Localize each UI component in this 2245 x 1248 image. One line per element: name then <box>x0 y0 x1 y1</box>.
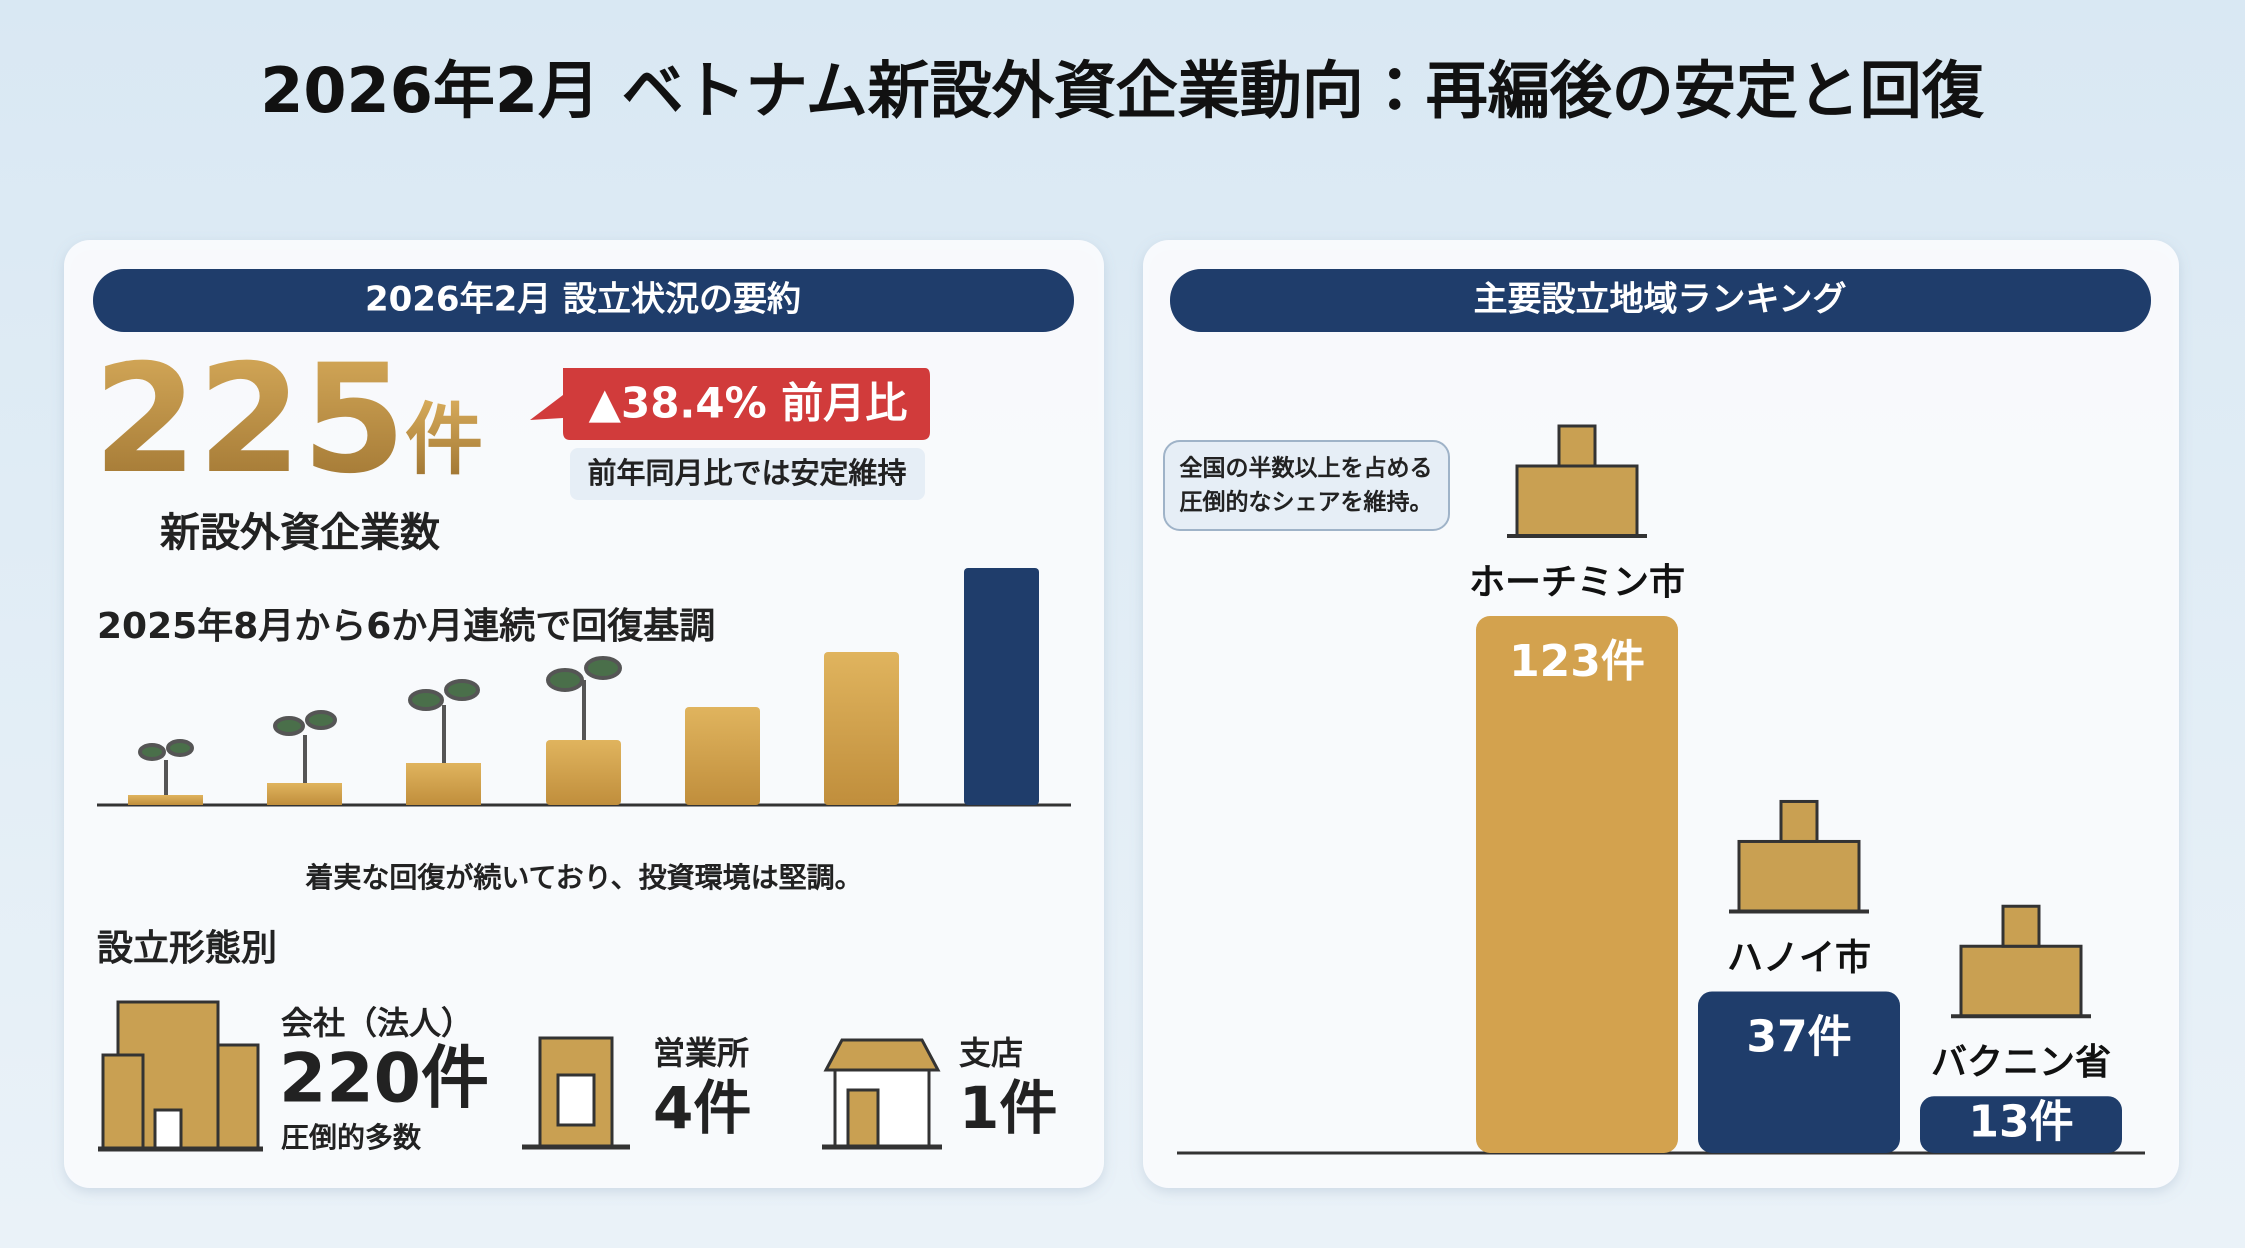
city-icon <box>1515 464 1639 538</box>
trend-note: 着実な回復が続いており、投資環境は堅調。 <box>305 861 862 894</box>
trend-illustration <box>97 568 1071 807</box>
city-icon <box>1737 839 1861 913</box>
value-label: 37件 <box>1746 1011 1851 1062</box>
type-count: 1件 <box>959 1074 1057 1142</box>
value-label: 123件 <box>1509 636 1645 687</box>
panel-header <box>1170 269 2151 332</box>
chart-title: 主要設立地域ランキング <box>1474 280 1847 320</box>
type-name: 支店 <box>959 1034 1023 1072</box>
callout-line: 全国の半数以上を占める <box>1180 455 1433 482</box>
type-note: 圧倒的多数 <box>281 1121 422 1154</box>
branch-icon <box>822 1038 942 1150</box>
change-badge <box>530 368 930 440</box>
bar-group: 123件 ホーチミン市 37件 ハノイ市 13件 バクニン省 <box>1469 424 2122 1153</box>
bar <box>1920 1096 2122 1153</box>
city-icon <box>2001 904 2041 948</box>
category-label: バクニン省 <box>1931 1042 2111 1083</box>
total-number: 225 <box>93 333 406 507</box>
value-label: 13件 <box>1968 1097 2073 1148</box>
type-count: 4件 <box>653 1074 751 1142</box>
company-icon <box>98 1000 263 1152</box>
note-box <box>570 448 925 500</box>
total-unit: 件 <box>405 395 483 485</box>
city-icon <box>1779 799 1819 843</box>
office-icon <box>522 1036 630 1150</box>
bar <box>1476 616 1678 1153</box>
panel-header <box>93 269 1074 332</box>
city-icon <box>1959 944 2083 1018</box>
page-title: 2026年2月 ベトナム新設外資企業動向：再編後の安定と回復 <box>260 54 1984 127</box>
category-label: ハノイ市 <box>1727 937 1871 978</box>
city-icon <box>1557 424 1597 468</box>
type-name: 営業所 <box>653 1034 749 1072</box>
callout-box <box>1163 440 1450 531</box>
callout-line: 圧倒的なシェアを維持。 <box>1180 489 1433 516</box>
type-name: 会社（法人） <box>281 1004 473 1042</box>
types-heading: 設立形態別 <box>97 928 277 969</box>
category-label: ホーチミン市 <box>1469 562 1685 603</box>
bar <box>1698 991 1900 1153</box>
trend-title: 2025年8月から6か月連続で回復基調 <box>97 606 715 647</box>
change-note: 前年同月比では安定維持 <box>587 456 906 490</box>
change-text: ▲38.4% 前月比 <box>589 379 908 428</box>
total-label: 新設外資企業数 <box>160 510 440 556</box>
type-count: 220件 <box>279 1040 489 1119</box>
panel-heading: 2026年2月 設立状況の要約 <box>365 280 801 320</box>
